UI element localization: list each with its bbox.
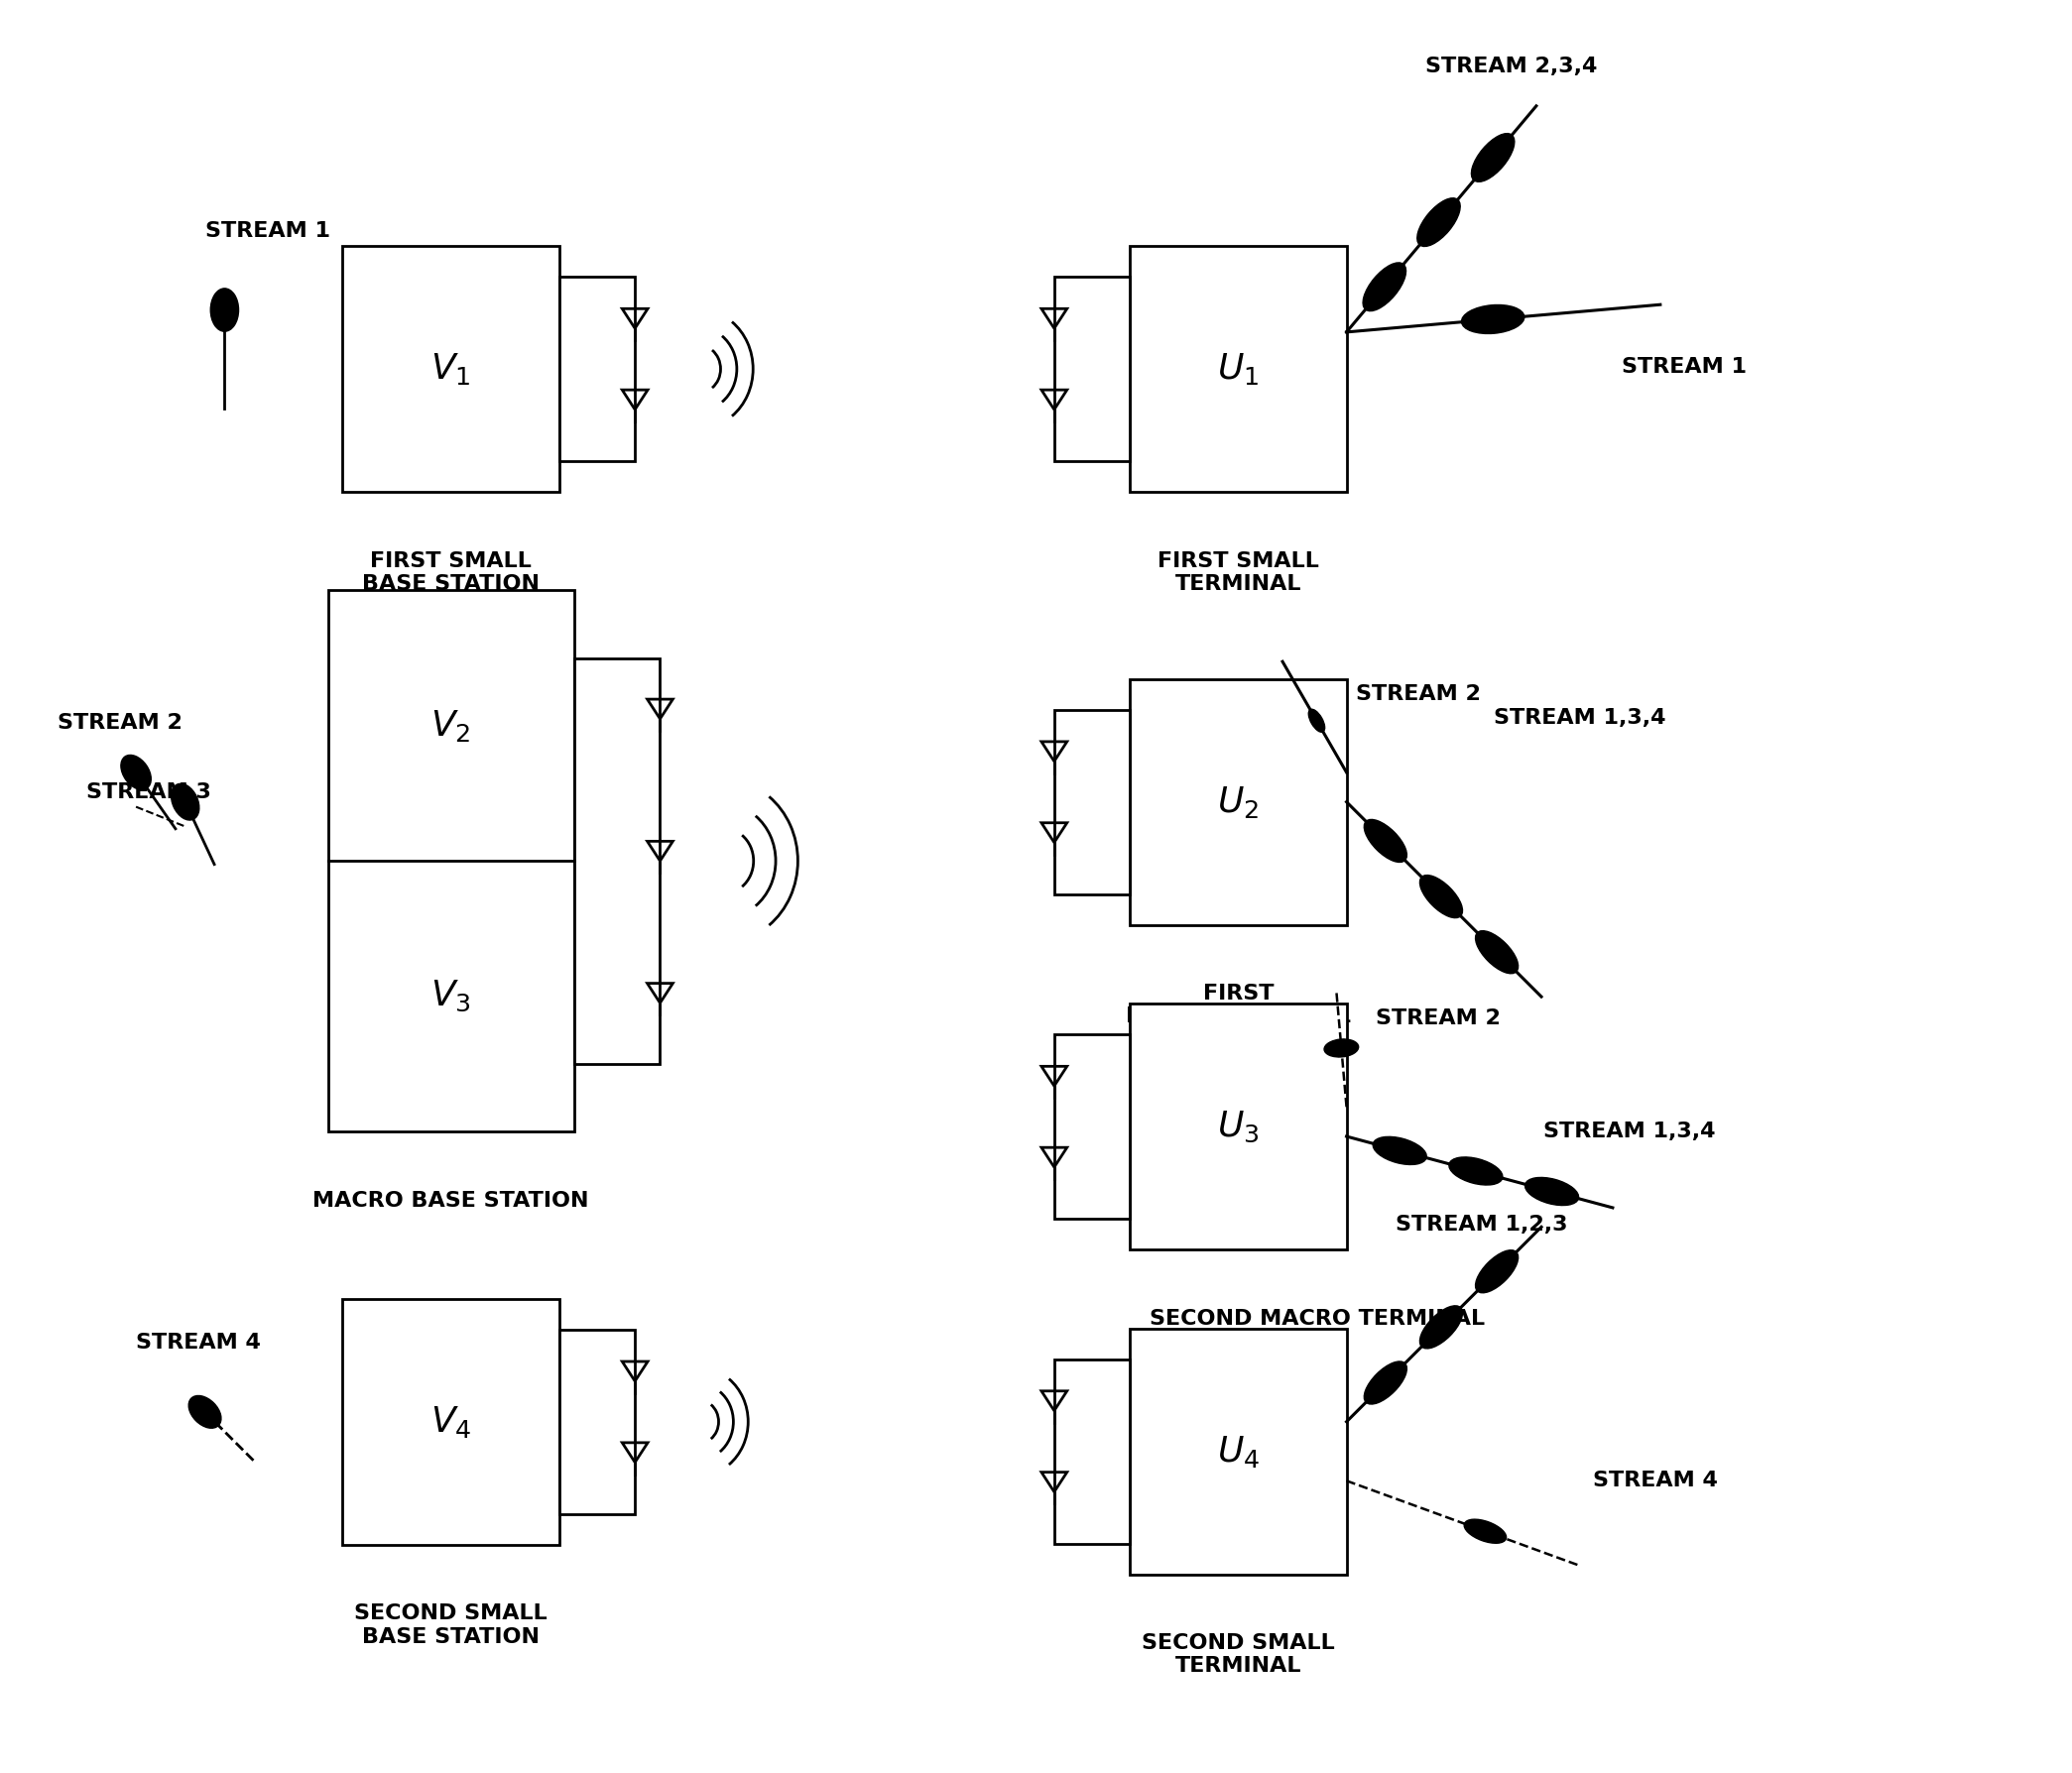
Bar [559, 1330, 634, 1514]
Ellipse shape [1363, 1362, 1407, 1404]
Bar [342, 246, 559, 491]
Ellipse shape [1471, 133, 1515, 183]
Bar [1055, 1034, 1129, 1218]
Text: STREAM 1,3,4: STREAM 1,3,4 [1544, 1122, 1716, 1142]
Text: FIRST SMALL
TERMINAL: FIRST SMALL TERMINAL [1158, 551, 1320, 594]
Ellipse shape [120, 755, 151, 789]
Ellipse shape [1363, 819, 1407, 862]
Ellipse shape [1374, 1136, 1426, 1165]
Text: STREAM 1: STREAM 1 [1622, 356, 1747, 376]
Text: STREAM 4: STREAM 4 [1593, 1472, 1718, 1491]
Bar [1129, 246, 1347, 491]
Bar [574, 658, 661, 1064]
Ellipse shape [1448, 1158, 1502, 1184]
Text: STREAM 2: STREAM 2 [1376, 1009, 1500, 1028]
Text: $V_{2}$: $V_{2}$ [431, 707, 470, 743]
Text: $V_{1}$: $V_{1}$ [431, 351, 470, 387]
Bar [559, 277, 634, 461]
Text: SECOND SMALL
TERMINAL: SECOND SMALL TERMINAL [1142, 1633, 1334, 1675]
Bar [1055, 1360, 1129, 1544]
Ellipse shape [1475, 1250, 1519, 1293]
Text: FIRST SMALL
BASE STATION: FIRST SMALL BASE STATION [363, 551, 539, 594]
Text: STREAM 1: STREAM 1 [205, 222, 329, 241]
Text: STREAM 3: STREAM 3 [87, 782, 211, 801]
Ellipse shape [211, 289, 238, 332]
Text: $U_{3}$: $U_{3}$ [1216, 1110, 1260, 1144]
Ellipse shape [172, 784, 199, 821]
Text: STREAM 1,3,4: STREAM 1,3,4 [1494, 709, 1666, 729]
Text: STREAM 1,2,3: STREAM 1,2,3 [1397, 1215, 1569, 1234]
Text: SECOND MACRO TERMINAL: SECOND MACRO TERMINAL [1150, 1308, 1486, 1328]
Ellipse shape [1465, 1519, 1506, 1543]
Bar [327, 590, 574, 1131]
Ellipse shape [189, 1395, 222, 1427]
Bar [1055, 277, 1129, 461]
Text: STREAM 4: STREAM 4 [137, 1333, 261, 1353]
Bar [1129, 1328, 1347, 1574]
Text: $U_{4}$: $U_{4}$ [1216, 1433, 1260, 1470]
Text: $U_{1}$: $U_{1}$ [1218, 351, 1260, 387]
Bar [1055, 709, 1129, 894]
Text: FIRST
MACRO TERMINAL: FIRST MACRO TERMINAL [1125, 984, 1351, 1027]
Text: STREAM 2: STREAM 2 [58, 713, 182, 732]
Bar [1129, 679, 1347, 926]
Ellipse shape [1461, 305, 1525, 333]
Text: SECOND SMALL
BASE STATION: SECOND SMALL BASE STATION [354, 1605, 547, 1647]
Ellipse shape [1324, 1039, 1359, 1057]
Text: $V_{4}$: $V_{4}$ [431, 1404, 472, 1440]
Ellipse shape [1419, 1305, 1463, 1349]
Text: STREAM 2,3,4: STREAM 2,3,4 [1426, 57, 1598, 76]
Text: $V_{3}$: $V_{3}$ [431, 979, 470, 1014]
Bar [1129, 1004, 1347, 1250]
Text: $U_{2}$: $U_{2}$ [1218, 784, 1260, 819]
Text: MACRO BASE STATION: MACRO BASE STATION [313, 1190, 588, 1211]
Bar [342, 1300, 559, 1544]
Ellipse shape [1525, 1177, 1579, 1206]
Ellipse shape [1310, 709, 1324, 732]
Ellipse shape [1363, 262, 1407, 310]
Ellipse shape [1417, 199, 1461, 246]
Ellipse shape [1419, 876, 1463, 918]
Text: STREAM 2: STREAM 2 [1357, 684, 1481, 704]
Ellipse shape [1475, 931, 1519, 973]
